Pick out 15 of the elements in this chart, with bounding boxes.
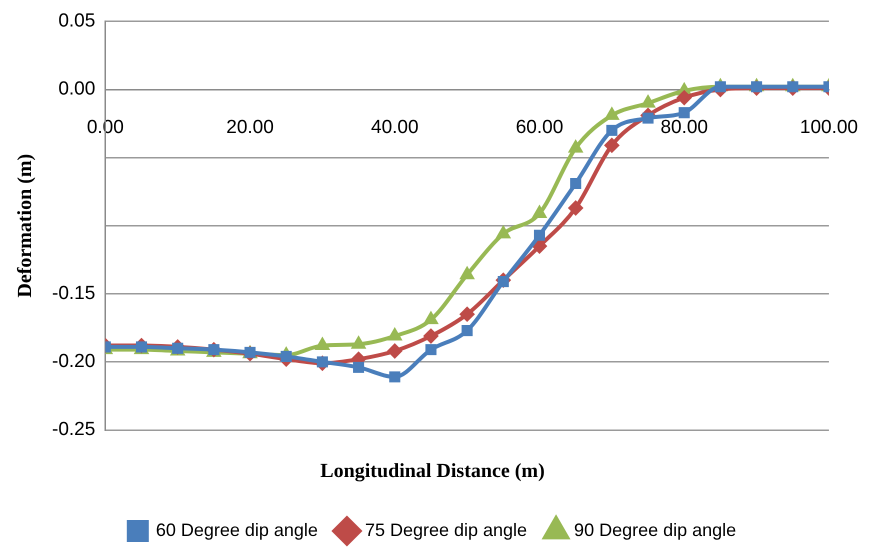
x-axis-title: Longitudinal Distance (m) [320, 460, 545, 482]
y-tick-label: 0.00 [58, 78, 96, 100]
x-tick-label: 20.00 [226, 117, 274, 138]
x-tick-label: 80.00 [660, 117, 708, 138]
x-tick-label: 40.00 [370, 117, 419, 138]
x-tick-label: 100.00 [800, 117, 858, 138]
legend-label: 60 Degree dip angle [156, 520, 318, 540]
y-axis-title: Deformation (m) [14, 154, 36, 298]
y-tick-label: -0.25 [52, 419, 96, 440]
y-tick-label: -0.20 [52, 351, 96, 372]
x-tick-label: 60.00 [516, 117, 564, 138]
legend-label: 75 Degree dip angle [364, 520, 528, 540]
y-tick-label: -0.15 [52, 283, 96, 304]
legend-label: 90 Degree dip angle [574, 520, 736, 540]
y-tick-label: 0.05 [58, 10, 96, 32]
